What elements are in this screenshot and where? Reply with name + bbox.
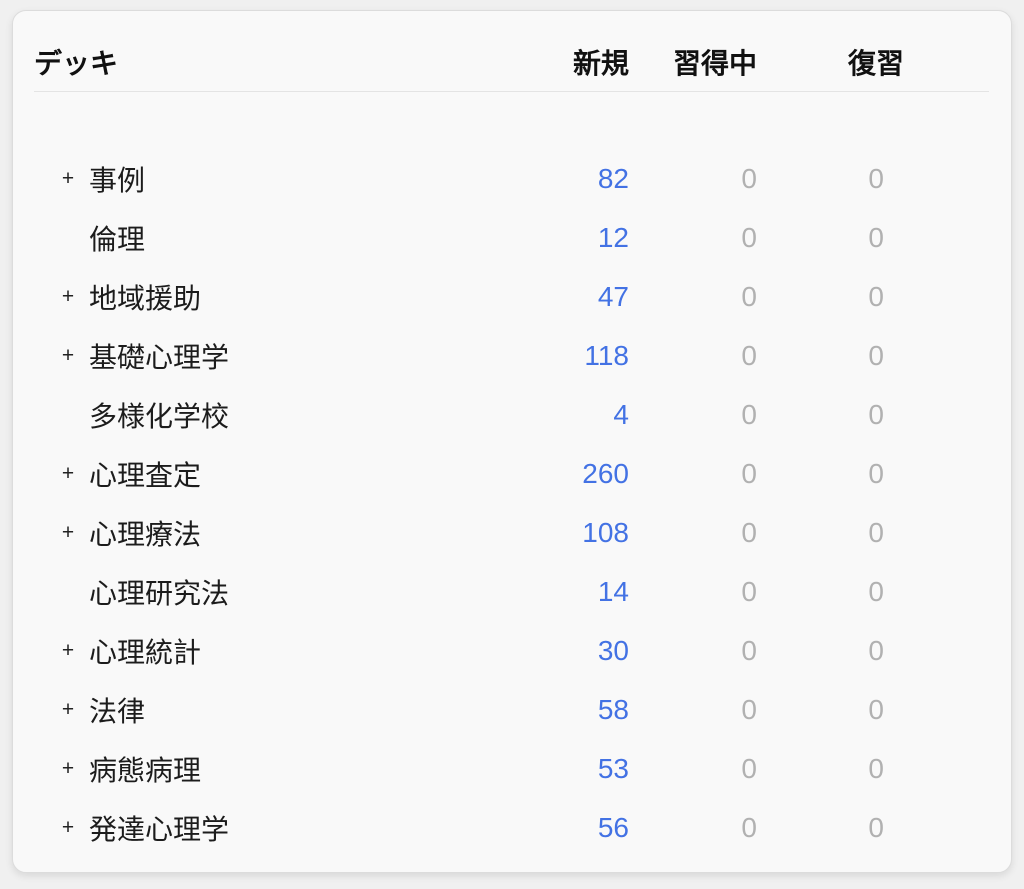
deck-row[interactable]: + 発達心理学 56 0 0 xyxy=(34,798,989,857)
deck-name-cell: 多様化学校 xyxy=(34,395,559,435)
deck-name-cell: + 法律 xyxy=(34,690,559,730)
review-count: 0 xyxy=(868,634,884,666)
review-count: 0 xyxy=(868,162,884,194)
deck-name-link[interactable]: 心理査定 xyxy=(89,459,202,491)
deck-row[interactable]: + 心理査定 260 0 0 xyxy=(34,444,989,503)
deck-name-link[interactable]: 事例 xyxy=(89,164,146,196)
plus-expander-icon[interactable]: + xyxy=(61,639,75,662)
plus-expander-icon[interactable]: + xyxy=(61,285,75,308)
column-header-deck: デッキ xyxy=(34,48,119,79)
plus-expander-icon[interactable]: + xyxy=(61,698,75,721)
new-count: 53 xyxy=(597,752,629,784)
deck-name-link[interactable]: 法律 xyxy=(89,695,146,727)
new-count: 82 xyxy=(597,162,629,194)
deck-name-cell: + 心理査定 xyxy=(34,454,559,494)
new-count: 30 xyxy=(597,634,629,666)
learning-count: 0 xyxy=(741,221,757,253)
column-header-review: 復習 xyxy=(847,48,904,79)
deck-row[interactable]: + 心理療法 108 0 0 xyxy=(34,503,989,562)
review-count: 0 xyxy=(868,280,884,312)
learning-count: 0 xyxy=(741,693,757,725)
deck-row[interactable]: 心理研究法 14 0 0 xyxy=(34,562,989,621)
plus-expander-icon[interactable]: + xyxy=(61,344,75,367)
review-count: 0 xyxy=(868,339,884,371)
new-count: 260 xyxy=(582,457,629,489)
review-count: 0 xyxy=(868,693,884,725)
deck-row[interactable]: + 基礎心理学 118 0 0 xyxy=(34,326,989,385)
learning-count: 0 xyxy=(741,516,757,548)
deck-name-cell: + 基礎心理学 xyxy=(34,336,559,376)
deck-name-cell: + 地域援助 xyxy=(34,277,559,317)
review-count: 0 xyxy=(868,457,884,489)
deck-name-cell: + 事例 xyxy=(34,159,559,199)
plus-expander-icon[interactable]: + xyxy=(61,462,75,485)
deck-name-link[interactable]: 発達心理学 xyxy=(89,813,230,845)
new-count: 47 xyxy=(597,280,629,312)
learning-count: 0 xyxy=(741,280,757,312)
deck-row[interactable]: + 地域援助 47 0 0 xyxy=(34,267,989,326)
learning-count: 0 xyxy=(741,398,757,430)
deck-name-cell: + 心理統計 xyxy=(34,631,559,671)
learning-count: 0 xyxy=(741,575,757,607)
deck-name-cell: + 発達心理学 xyxy=(34,808,559,848)
learning-count: 0 xyxy=(741,162,757,194)
new-count: 108 xyxy=(582,516,629,548)
plus-expander-icon[interactable]: + xyxy=(61,167,75,190)
new-count: 118 xyxy=(584,339,629,371)
deck-name-cell: + 病態病理 xyxy=(34,749,559,789)
deck-row[interactable]: 多様化学校 4 0 0 xyxy=(34,385,989,444)
deck-row[interactable]: + 法律 58 0 0 xyxy=(34,680,989,739)
learning-count: 0 xyxy=(741,752,757,784)
deck-name-link[interactable]: 多様化学校 xyxy=(89,400,230,432)
deck-name-link[interactable]: 倫理 xyxy=(89,223,146,255)
review-count: 0 xyxy=(868,575,884,607)
deck-name-link[interactable]: 心理統計 xyxy=(89,636,202,668)
learning-count: 0 xyxy=(741,811,757,843)
learning-count: 0 xyxy=(741,457,757,489)
column-header-learning: 習得中 xyxy=(672,48,757,79)
deck-name-link[interactable]: 心理療法 xyxy=(89,518,202,550)
deck-name-link[interactable]: 基礎心理学 xyxy=(89,341,230,373)
deck-name-cell: 心理研究法 xyxy=(34,572,559,612)
deck-name-link[interactable]: 病態病理 xyxy=(89,754,202,786)
review-count: 0 xyxy=(868,752,884,784)
new-count: 58 xyxy=(597,693,629,725)
deck-table-body: + 事例 82 0 0 倫理 12 0 0 + 地域援助 47 0 xyxy=(34,92,989,857)
deck-name-cell: 倫理 xyxy=(34,218,559,258)
deck-name-cell: + 心理療法 xyxy=(34,513,559,553)
deck-browser-card: デッキ 新規 習得中 復習 + 事例 82 0 0 倫理 12 0 0 xyxy=(12,10,1012,873)
deck-name-link[interactable]: 心理研究法 xyxy=(89,577,230,609)
deck-row[interactable]: + 病態病理 53 0 0 xyxy=(34,739,989,798)
new-count: 56 xyxy=(597,811,629,843)
plus-expander-icon[interactable]: + xyxy=(61,757,75,780)
new-count: 4 xyxy=(613,398,629,430)
new-count: 14 xyxy=(597,575,629,607)
plus-expander-icon[interactable]: + xyxy=(61,816,75,839)
deck-row[interactable]: + 心理統計 30 0 0 xyxy=(34,621,989,680)
learning-count: 0 xyxy=(741,339,757,371)
deck-row[interactable]: + 事例 82 0 0 xyxy=(34,149,989,208)
deck-table-header: デッキ 新規 習得中 復習 xyxy=(34,33,989,92)
new-count: 12 xyxy=(597,221,629,253)
review-count: 0 xyxy=(868,221,884,253)
plus-expander-icon[interactable]: + xyxy=(61,521,75,544)
review-count: 0 xyxy=(868,398,884,430)
deck-name-link[interactable]: 地域援助 xyxy=(89,282,202,314)
review-count: 0 xyxy=(868,516,884,548)
learning-count: 0 xyxy=(741,634,757,666)
deck-row[interactable]: 倫理 12 0 0 xyxy=(34,208,989,267)
column-header-new: 新規 xyxy=(572,48,629,79)
review-count: 0 xyxy=(868,811,884,843)
